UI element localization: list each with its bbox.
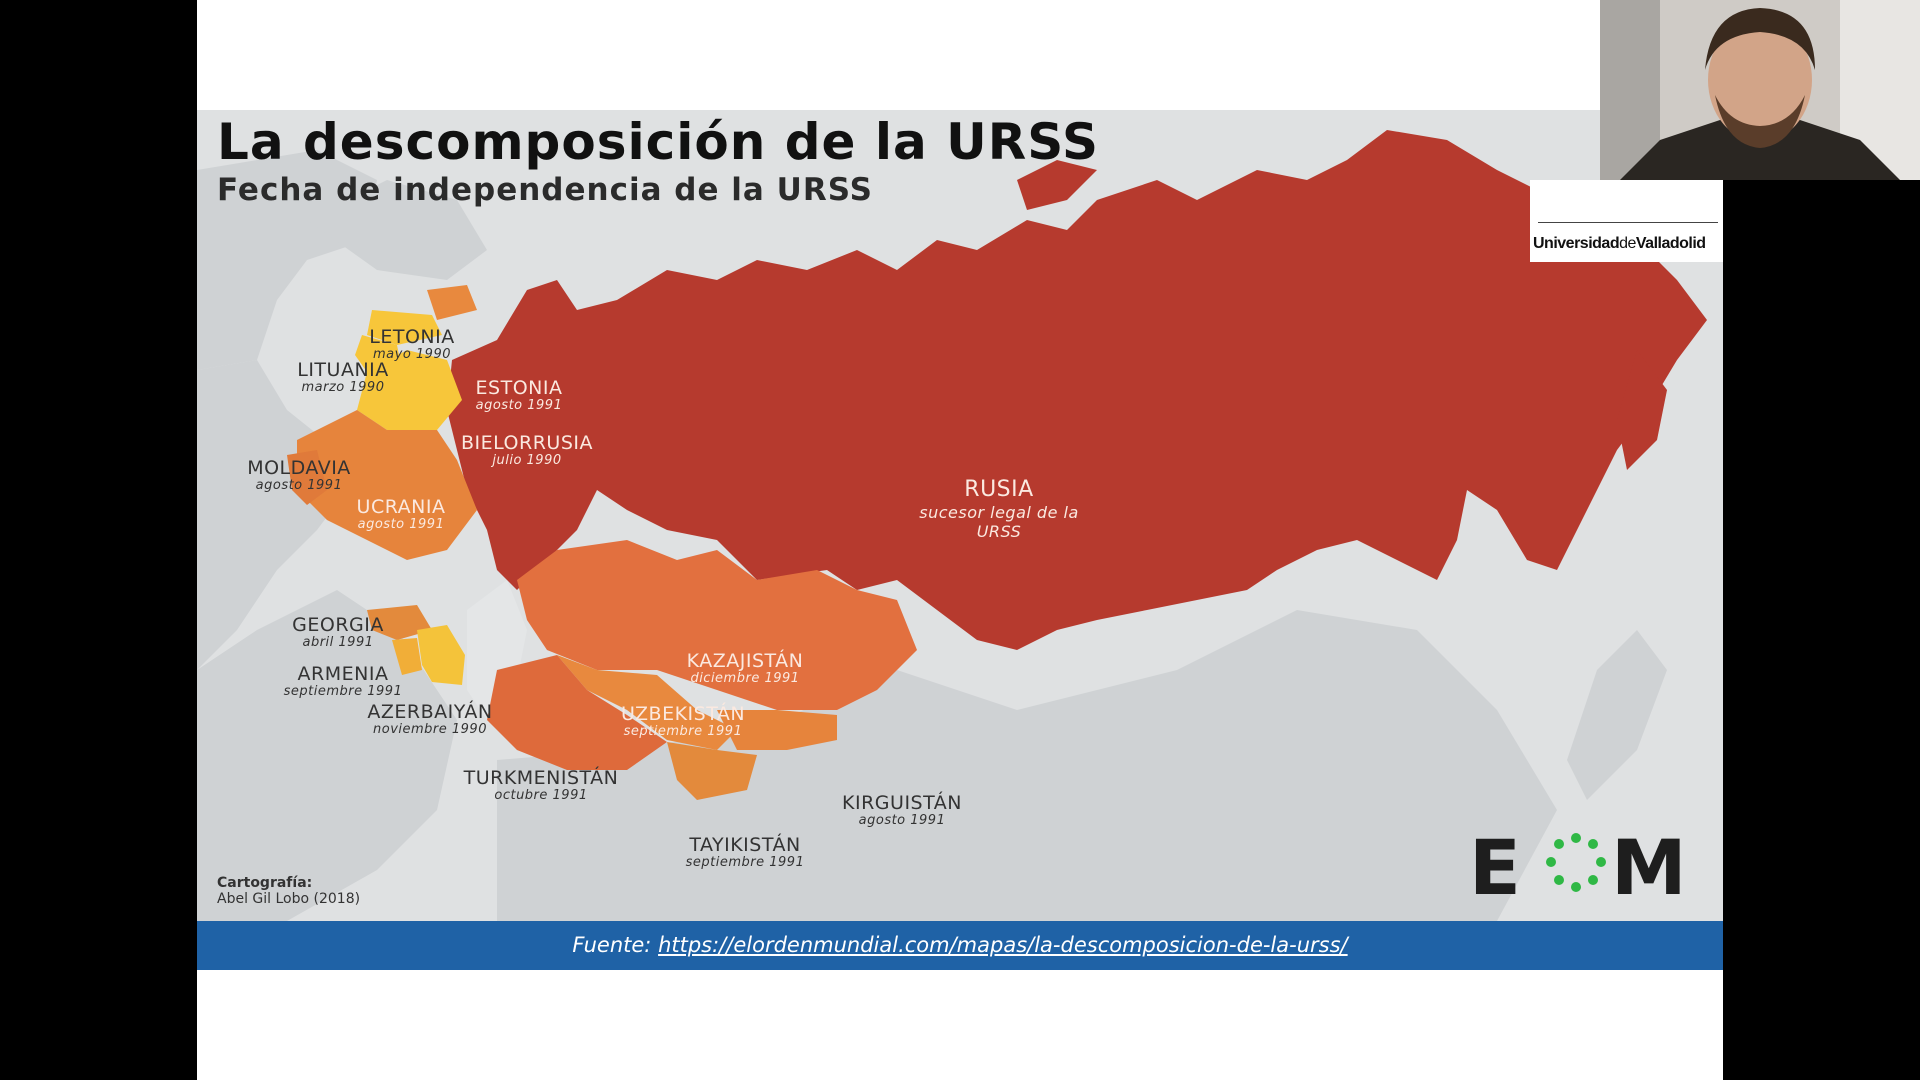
label-kirguistan: KIRGUISTÁN agosto 1991	[842, 793, 962, 828]
land-europe	[197, 150, 377, 370]
slide-subtitle: Fecha de independencia de la URSS	[217, 172, 873, 208]
region-letonia	[367, 310, 442, 345]
label-tayikistan: TAYIKISTÁN septiembre 1991	[686, 835, 805, 870]
land-middle-east	[197, 590, 457, 921]
label-moldavia: MOLDAVIA agosto 1991	[247, 458, 351, 493]
country-name: TURKMENISTÁN	[463, 767, 619, 789]
label-uzbekistan: UZBEKISTÁN septiembre 1991	[621, 704, 745, 739]
label-kazajistan: KAZAJISTÁN diciembre 1991	[687, 651, 804, 686]
university-name: UniversidaddeValladolid	[1533, 235, 1706, 253]
country-name: GEORGIA	[292, 614, 384, 636]
country-date: agosto 1991	[475, 398, 563, 413]
label-azerbaiyan: AZERBAIYÁN noviembre 1990	[367, 702, 492, 737]
land-asia-south	[497, 610, 1557, 921]
region-estonia	[427, 285, 477, 320]
region-kirguistan	[717, 710, 837, 750]
country-name: KIRGUISTÁN	[842, 792, 962, 814]
country-name: RUSIA	[964, 477, 1034, 502]
country-date: sucesor legal de la URSS	[919, 503, 1079, 541]
svg-text:E: E	[1469, 830, 1521, 900]
country-name: TAYIKISTÁN	[689, 834, 801, 856]
region-rusia	[447, 130, 1707, 650]
country-date: marzo 1990	[301, 380, 385, 395]
country-name: UCRANIA	[356, 496, 446, 518]
source-link[interactable]: https://elordenmundial.com/mapas/la-desc…	[658, 933, 1348, 957]
slide-title: La descomposición de la URSS	[217, 113, 1100, 171]
map-svg	[197, 130, 1707, 921]
country-name: BIELORRUSIA	[461, 432, 593, 454]
country-name: LETONIA	[369, 326, 455, 348]
country-date: julio 1990	[492, 453, 562, 468]
label-georgia: GEORGIA abril 1991	[292, 615, 384, 650]
label-armenia: ARMENIA septiembre 1991	[284, 664, 403, 699]
univ-name-part1: Universidad	[1533, 235, 1620, 252]
land-north-europe	[307, 180, 487, 280]
credits-heading: Cartografía:	[217, 875, 313, 891]
country-date: diciembre 1991	[690, 671, 800, 686]
country-date: octubre 1991	[494, 788, 588, 803]
label-turkmenistan: TURKMENISTÁN octubre 1991	[464, 768, 619, 803]
country-name: AZERBAIYÁN	[367, 701, 493, 723]
country-date: septiembre 1991	[685, 855, 805, 870]
country-name: MOLDAVIA	[247, 457, 351, 479]
country-name: UZBEKISTÁN	[620, 703, 746, 725]
credits-author: Abel Gil Lobo (2018)	[217, 891, 361, 907]
region-armenia	[392, 638, 422, 675]
country-date: septiembre 1991	[623, 724, 743, 739]
region-tayikistan	[667, 742, 757, 800]
region-bielorrusia	[357, 350, 462, 430]
source-label: Fuente:	[572, 933, 652, 957]
country-date: septiembre 1991	[283, 684, 403, 699]
univ-name-part3: Valladolid	[1635, 235, 1706, 252]
source-bar: Fuente: https://elordenmundial.com/mapas…	[197, 921, 1723, 970]
eom-logo: E M	[1469, 830, 1687, 900]
country-date: noviembre 1990	[373, 722, 487, 737]
label-rusia: RUSIA sucesor legal de la URSS	[909, 477, 1089, 541]
label-bielorrusia: BIELORRUSIA julio 1990	[461, 433, 593, 468]
country-date: abril 1991	[302, 635, 374, 650]
label-lituania: LITUANIA marzo 1990	[297, 360, 389, 395]
country-date: mayo 1990	[373, 347, 451, 362]
region-turkmenistan	[487, 655, 667, 770]
region-georgia	[367, 605, 432, 640]
svg-text:M: M	[1611, 830, 1687, 900]
country-name: LITUANIA	[297, 359, 389, 381]
country-date: agosto 1991	[255, 478, 343, 493]
region-uzbekistan	[557, 655, 737, 750]
map-credits: Cartografía: Abel Gil Lobo (2018)	[217, 875, 360, 907]
label-estonia: ESTONIA agosto 1991	[476, 378, 563, 413]
map	[197, 110, 1723, 921]
country-name: ARMENIA	[297, 663, 389, 685]
label-ucrania: UCRANIA agosto 1991	[357, 497, 446, 532]
country-name: KAZAJISTÁN	[686, 650, 804, 672]
country-date: agosto 1991	[357, 517, 445, 532]
webcam-feed	[1600, 0, 1920, 180]
region-moldavia	[287, 450, 327, 505]
region-ucrania	[297, 410, 477, 560]
country-date: agosto 1991	[858, 813, 946, 828]
univ-divider	[1538, 222, 1718, 223]
land-japan	[1567, 630, 1667, 800]
region-kamchatka	[1617, 350, 1667, 470]
university-badge: UniversidaddeValladolid	[1530, 180, 1723, 262]
presentation-slide: La descomposición de la URSS Fecha de in…	[197, 0, 1723, 1080]
presenter-video-icon	[1600, 0, 1920, 180]
region-azerbaiyan	[417, 625, 465, 685]
univ-name-part2: de	[1619, 235, 1636, 252]
region-novaya-zemlya	[1017, 160, 1097, 210]
country-name: ESTONIA	[475, 377, 563, 399]
region-kazajistan	[517, 540, 917, 710]
label-letonia: LETONIA mayo 1990	[369, 327, 454, 362]
